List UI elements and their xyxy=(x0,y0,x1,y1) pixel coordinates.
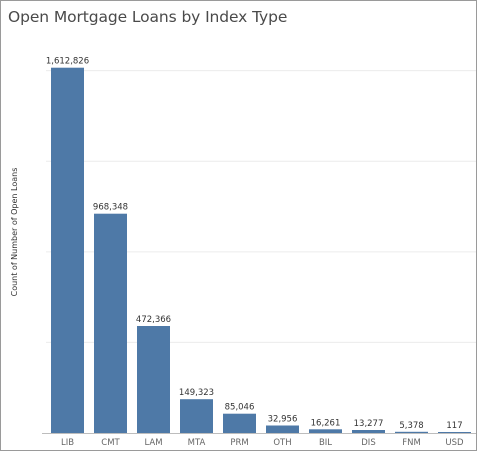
x-tick-prm: PRM xyxy=(230,438,248,448)
value-label-cmt: 968,348 xyxy=(93,203,128,213)
bar-oth xyxy=(266,425,299,433)
value-label-mta: 149,323 xyxy=(179,388,214,398)
x-tick-dis: DIS xyxy=(361,438,375,448)
bar-lib xyxy=(51,67,84,433)
bar-prm xyxy=(223,413,256,433)
bars xyxy=(51,67,471,433)
value-label-dis: 13,277 xyxy=(354,419,384,429)
x-tick-lib: LIB xyxy=(61,438,74,448)
x-tick-mta: MTA xyxy=(188,438,206,448)
value-label-lam: 472,366 xyxy=(136,315,171,325)
value-label-bil: 16,261 xyxy=(311,418,341,428)
value-labels: 1,612,826 968,348 472,366 149,323 85,046 32,9… xyxy=(46,57,463,431)
value-label-usd: 117 xyxy=(446,421,462,431)
value-label-oth: 32,956 xyxy=(268,415,298,425)
x-tick-cmt: CMT xyxy=(101,438,120,448)
x-tick-oth: OTH xyxy=(273,438,291,448)
bar-usd xyxy=(438,432,471,433)
value-label-fnm: 5,378 xyxy=(399,421,423,431)
value-label-prm: 85,046 xyxy=(225,403,255,413)
bar-bil xyxy=(309,429,342,433)
x-tick-usd: USD xyxy=(445,438,464,448)
bar-mta xyxy=(180,399,213,433)
bar-lam xyxy=(137,326,170,433)
bar-cmt xyxy=(94,213,127,433)
y-axis-label: Count of Number of Open Loans xyxy=(10,168,19,297)
chart-title: Open Mortgage Loans by Index Type xyxy=(8,8,288,26)
value-label-lib: 1,612,826 xyxy=(46,57,89,67)
bar-dis xyxy=(352,430,385,433)
x-tick-labels: LIB CMT LAM MTA PRM OTH BIL DIS FNM USD xyxy=(61,438,464,448)
x-tick-bil: BIL xyxy=(319,438,332,448)
x-tick-fnm: FNM xyxy=(402,438,421,448)
bar-fnm xyxy=(395,431,428,433)
x-tick-lam: LAM xyxy=(144,438,162,448)
